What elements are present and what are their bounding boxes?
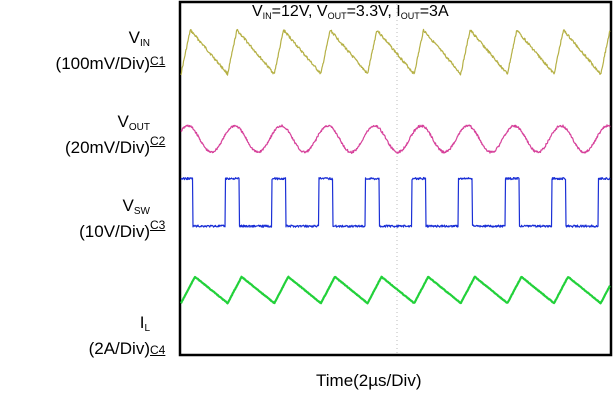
trace-c2 (180, 124, 611, 154)
trace-c4 (180, 275, 611, 305)
series-name: IL (139, 313, 150, 334)
chart-title: VIN=12V, VOUT=3.3V, IOUT=3A (252, 3, 449, 21)
series-name: VIN (128, 28, 150, 49)
x-axis-label: Time(2µs/Div) (316, 371, 422, 390)
series-name: VOUT (117, 112, 150, 133)
series-scale: (20mV/Div) (64, 138, 150, 157)
series-scale: (100mV/Div) (55, 54, 150, 73)
series-scale: (2A/Div) (88, 339, 150, 358)
channel-label-c4: C4 (150, 343, 166, 357)
series-label-vsw: VSW (10V/Div) (79, 196, 150, 242)
series-label-vout: VOUT (20mV/Div) (65, 112, 150, 158)
series-scale: (10V/Div) (79, 222, 150, 241)
channel-label-c2: C2 (150, 134, 166, 148)
series-label-il: IL (2A/Div) (89, 313, 150, 359)
series-name: VSW (122, 196, 150, 217)
plot-frame (178, 0, 613, 357)
series-label-vin: VIN (100mV/Div) (56, 28, 150, 74)
trace-c1 (180, 28, 611, 76)
channel-label-c1: C1 (150, 54, 166, 68)
trace-c3 (180, 176, 611, 228)
channel-label-c3: C3 (150, 218, 166, 232)
